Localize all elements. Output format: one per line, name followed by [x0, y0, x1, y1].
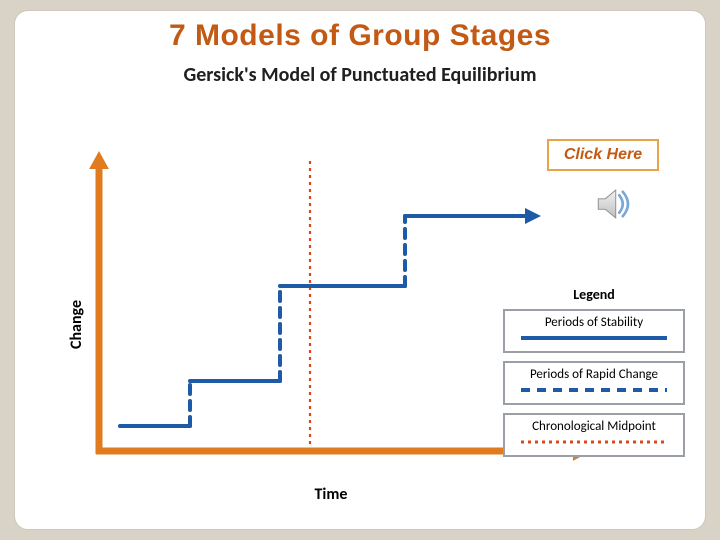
slide-title: 7 Models of Group Stages [15, 19, 705, 53]
legend-item-stability: Periods of Stability [503, 309, 685, 353]
y-axis-label: Change [67, 300, 86, 349]
speaker-icon[interactable] [593, 183, 635, 230]
legend-item-midpoint: Chronological Midpoint [503, 413, 685, 457]
legend-item-label: Chronological Midpoint [511, 419, 677, 434]
slide-card: 7 Models of Group Stages Gersick's Model… [14, 10, 706, 530]
slide-subtitle: Gersick's Model of Punctuated Equilibriu… [15, 63, 705, 87]
legend-item-label: Periods of Stability [511, 315, 677, 330]
legend-title: Legend [503, 286, 685, 303]
x-axis-label: Time [315, 485, 348, 504]
legend-item-rapid: Periods of Rapid Change [503, 361, 685, 405]
legend: Legend Periods of Stability Periods of Ra… [503, 286, 685, 465]
legend-item-label: Periods of Rapid Change [511, 367, 677, 382]
